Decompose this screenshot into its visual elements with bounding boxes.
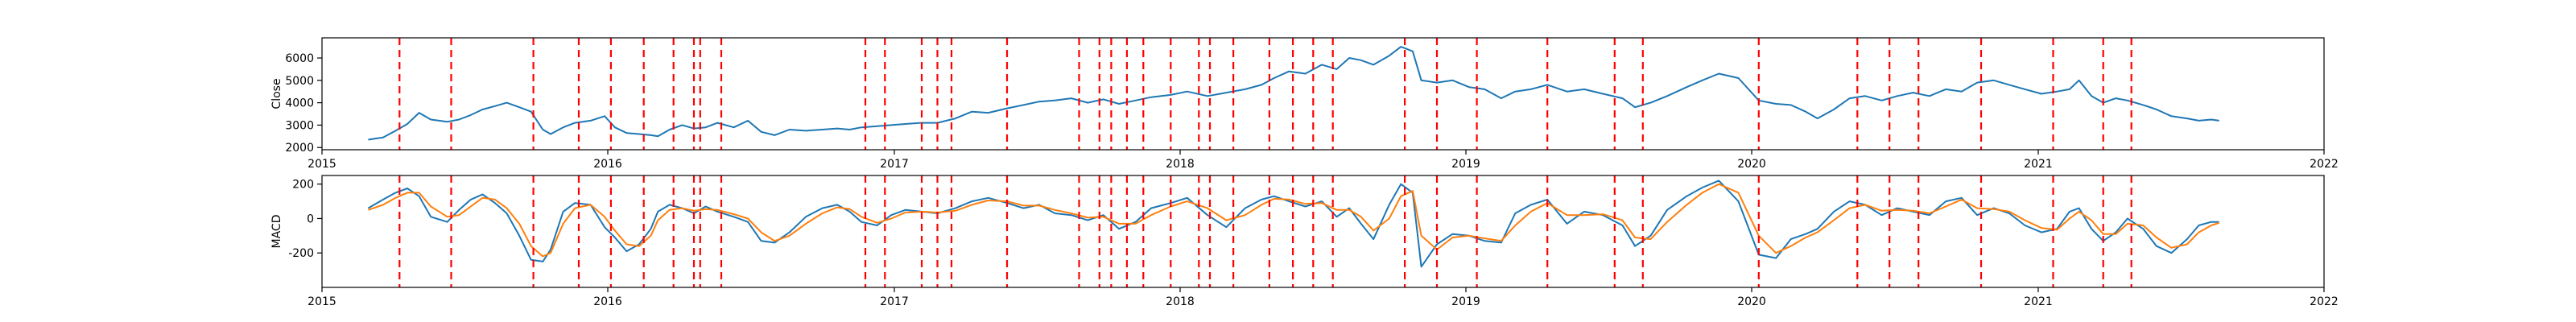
y-axis-label: Close bbox=[270, 78, 283, 109]
x-tick-label: 2022 bbox=[2310, 295, 2339, 308]
y-tick-label: 200 bbox=[292, 179, 314, 192]
x-tick-label: 2016 bbox=[593, 158, 622, 171]
x-tick-label: 2021 bbox=[2024, 295, 2053, 308]
x-tick-label: 2017 bbox=[880, 158, 909, 171]
x-tick-label: 2020 bbox=[1737, 158, 1766, 171]
series-line-1 bbox=[367, 180, 2219, 268]
x-tick-label: 2017 bbox=[880, 295, 909, 308]
x-tick-label: 2019 bbox=[1451, 295, 1480, 308]
y-tick-label: 4000 bbox=[285, 97, 314, 110]
y-tick-label: 6000 bbox=[285, 52, 314, 65]
x-tick-label: 2022 bbox=[2310, 158, 2339, 171]
y-tick-label: 5000 bbox=[285, 75, 314, 88]
x-tick-label: 2018 bbox=[1166, 295, 1195, 308]
y-tick-label: -200 bbox=[288, 247, 314, 260]
x-tick-label: 2020 bbox=[1737, 295, 1766, 308]
x-tick-label: 2015 bbox=[308, 295, 336, 308]
x-tick-label: 2016 bbox=[593, 295, 622, 308]
close-price-panel: 2015 2016 2017 2018 2019 2020 2021 2022 2000 3000… bbox=[270, 37, 2339, 171]
x-tick-label: 2015 bbox=[308, 158, 336, 171]
y-tick-label: 0 bbox=[307, 213, 314, 225]
y-axis-label: MACD bbox=[270, 215, 283, 249]
y-tick-label: 3000 bbox=[285, 119, 314, 132]
x-tick-label: 2018 bbox=[1166, 158, 1195, 171]
series-line-1 bbox=[368, 46, 2219, 141]
x-tick-label: 2021 bbox=[2024, 158, 2053, 171]
axes-frame bbox=[321, 37, 2325, 151]
series-line-2 bbox=[368, 183, 2220, 258]
macd-panel: 2015 2016 2017 2018 2019 2020 2021 2022 -200 0 200… bbox=[270, 175, 2339, 308]
x-tick-label: 2019 bbox=[1451, 158, 1480, 171]
axes-frame bbox=[321, 175, 2325, 288]
y-tick-label: 2000 bbox=[285, 142, 314, 155]
